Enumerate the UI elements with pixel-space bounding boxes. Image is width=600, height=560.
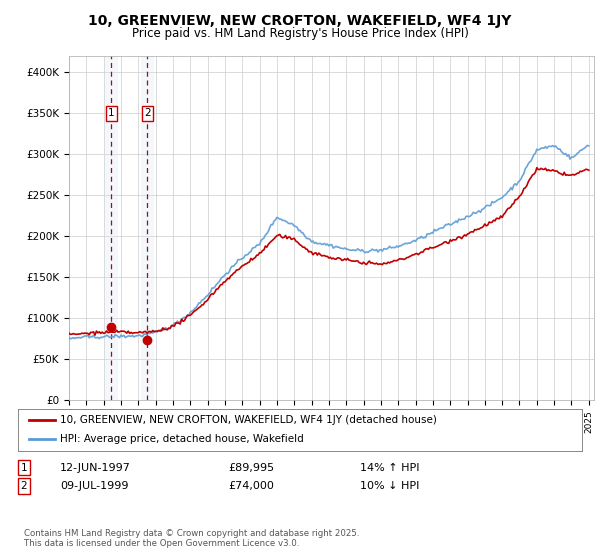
Text: £74,000: £74,000	[228, 481, 274, 491]
Text: 1: 1	[20, 463, 28, 473]
Text: 10, GREENVIEW, NEW CROFTON, WAKEFIELD, WF4 1JY (detached house): 10, GREENVIEW, NEW CROFTON, WAKEFIELD, W…	[60, 415, 437, 425]
Text: 14% ↑ HPI: 14% ↑ HPI	[360, 463, 419, 473]
Text: 2: 2	[144, 109, 151, 118]
Text: HPI: Average price, detached house, Wakefield: HPI: Average price, detached house, Wake…	[60, 435, 304, 445]
Bar	[106, 56, 118, 400]
Text: 10% ↓ HPI: 10% ↓ HPI	[360, 481, 419, 491]
Text: Contains HM Land Registry data © Crown copyright and database right 2025.
This d: Contains HM Land Registry data © Crown c…	[24, 529, 359, 548]
Text: 10, GREENVIEW, NEW CROFTON, WAKEFIELD, WF4 1JY: 10, GREENVIEW, NEW CROFTON, WAKEFIELD, W…	[88, 14, 512, 28]
Text: 12-JUN-1997: 12-JUN-1997	[60, 463, 131, 473]
Text: Price paid vs. HM Land Registry's House Price Index (HPI): Price paid vs. HM Land Registry's House …	[131, 27, 469, 40]
Text: £89,995: £89,995	[228, 463, 274, 473]
Text: 09-JUL-1999: 09-JUL-1999	[60, 481, 128, 491]
Text: 1: 1	[108, 109, 115, 118]
Bar	[142, 56, 154, 400]
Text: 2: 2	[20, 481, 28, 491]
